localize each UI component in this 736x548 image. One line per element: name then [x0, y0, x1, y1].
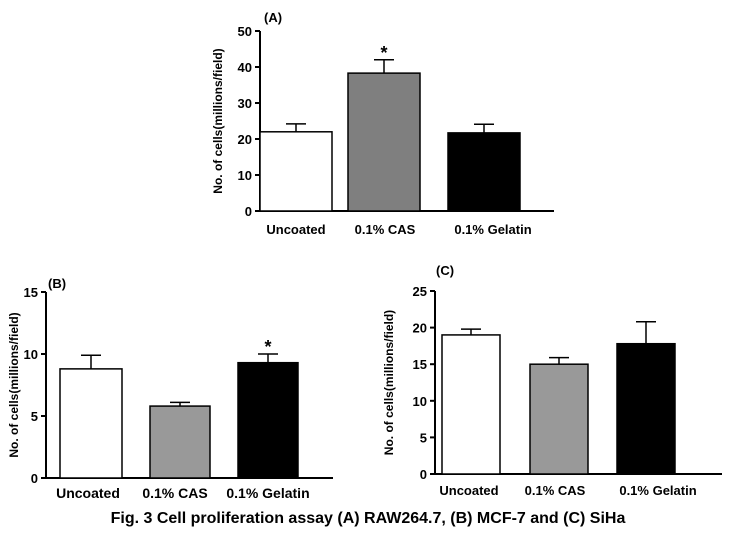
panel-label: (B)	[48, 276, 66, 291]
significance-marker: *	[380, 43, 387, 63]
panel-label: (C)	[436, 263, 454, 278]
panel-label: (A)	[264, 10, 282, 25]
y-tick-label: 10	[238, 168, 252, 183]
category-label: 0.1% CAS	[525, 483, 586, 498]
y-axis-label: No. of cells(millions/field)	[382, 310, 396, 455]
y-tick-label: 5	[31, 409, 38, 424]
bar	[259, 131, 333, 212]
y-tick-label: 20	[238, 132, 252, 147]
category-label: 0.1% CAS	[142, 485, 207, 501]
y-tick-label: 50	[238, 24, 252, 39]
category-label: 0.1% Gelatin	[619, 483, 696, 498]
y-tick-label: 30	[238, 96, 252, 111]
bar	[616, 342, 676, 475]
significance-marker: *	[264, 337, 271, 357]
category-label: Uncoated	[56, 485, 120, 501]
y-tick-label: 5	[420, 430, 427, 445]
bar	[237, 361, 299, 479]
y-tick-label: 20	[413, 321, 427, 336]
y-tick-label: 10	[413, 394, 427, 409]
bar	[149, 405, 211, 479]
category-label: Uncoated	[439, 483, 498, 498]
chart-panel-a: (A) 0 10 20 30 40 50 No. of cells(millions/fiel…	[211, 10, 554, 237]
y-axis-label: No. of cells(millions/field)	[7, 312, 21, 457]
y-tick-label: 15	[24, 285, 38, 300]
category-label: 0.1% CAS	[355, 222, 416, 237]
category-label: 0.1% Gelatin	[454, 222, 531, 237]
bar	[441, 334, 501, 475]
y-tick-label: 0	[31, 471, 38, 486]
bar	[529, 363, 589, 475]
y-tick-label: 0	[420, 467, 427, 482]
category-label: 0.1% Gelatin	[226, 485, 309, 501]
bar	[447, 132, 521, 212]
figure-caption: Fig. 3 Cell proliferation assay (A) RAW2…	[110, 510, 626, 527]
y-tick-label: 40	[238, 60, 252, 75]
category-label: Uncoated	[266, 222, 325, 237]
bar	[59, 368, 123, 479]
chart-panel-c: (C) 0 5 10 15 20 25 No. of cells(millions/field…	[382, 263, 722, 498]
y-axis-label: No. of cells(millions/field)	[211, 48, 225, 193]
y-tick-label: 10	[24, 347, 38, 362]
y-tick-label: 15	[413, 357, 427, 372]
bar	[347, 72, 421, 212]
y-tick-label: 0	[245, 204, 252, 219]
y-tick-label: 25	[413, 284, 427, 299]
